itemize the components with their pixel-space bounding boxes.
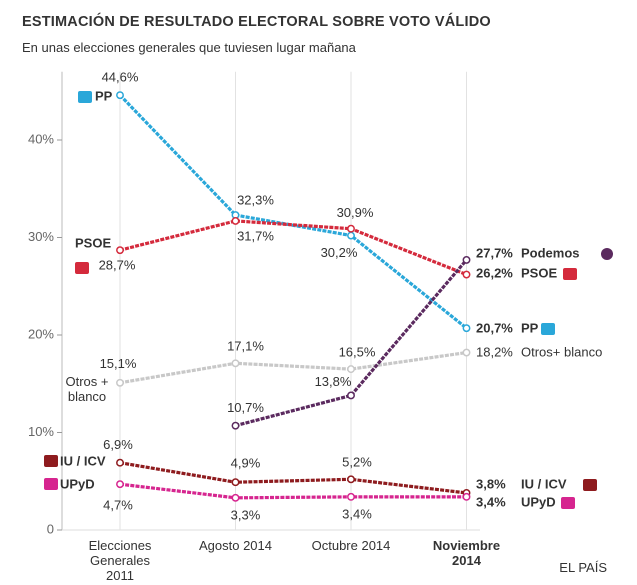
marker xyxy=(231,216,240,225)
x-tick-label: Elecciones Generales 2011 xyxy=(88,538,152,583)
chart-subtitle: En unas elecciones generales que tuviese… xyxy=(22,40,356,55)
series-line xyxy=(119,461,467,495)
logo xyxy=(583,479,597,491)
series-line xyxy=(119,350,467,385)
x-tick-label: Agosto 2014 xyxy=(198,538,272,553)
marker xyxy=(231,493,240,502)
logo xyxy=(75,262,89,274)
value-label: 26,2% xyxy=(476,265,513,280)
logo xyxy=(563,268,577,280)
series-label: PP xyxy=(95,88,113,103)
series-label: IU / ICV xyxy=(60,453,106,468)
value-label: 16,5% xyxy=(339,345,376,360)
value-label: 20,7% xyxy=(476,320,513,335)
value-label: 15,1% xyxy=(100,356,137,371)
marker xyxy=(347,492,355,501)
source: EL PAÍS xyxy=(559,560,607,575)
value-label: 3,4% xyxy=(476,494,506,509)
marker xyxy=(116,458,124,467)
value-label: 10,7% xyxy=(227,400,264,415)
end-label: Podemos xyxy=(521,245,580,260)
x-tick-label: Noviembre 2014 xyxy=(432,538,501,568)
logo xyxy=(561,497,575,509)
marker xyxy=(462,492,471,501)
marker xyxy=(347,391,355,400)
end-label: UPyD xyxy=(521,494,556,509)
marker xyxy=(231,478,240,487)
value-label: 13,8% xyxy=(315,374,352,389)
value-label: 5,2% xyxy=(342,455,372,470)
marker xyxy=(116,246,124,255)
marker xyxy=(462,270,471,279)
marker xyxy=(462,348,471,357)
logo xyxy=(44,455,58,467)
value-label: 4,7% xyxy=(103,498,133,513)
value-label: 6,9% xyxy=(103,437,133,452)
value-label: 31,7% xyxy=(237,228,274,243)
series-line xyxy=(118,94,468,330)
value-label: 3,3% xyxy=(231,507,261,522)
logo xyxy=(601,248,613,260)
logo xyxy=(78,91,92,103)
end-label: IU / ICV xyxy=(521,476,567,491)
series-label: PSOE xyxy=(75,235,111,250)
value-label: 27,7% xyxy=(476,245,513,260)
marker xyxy=(347,365,355,374)
value-label: 30,9% xyxy=(337,205,374,220)
marker xyxy=(116,91,124,100)
logo xyxy=(541,323,555,335)
end-label: PP xyxy=(521,320,539,335)
value-label: 18,2% xyxy=(476,344,513,359)
marker xyxy=(231,421,240,430)
series-line xyxy=(235,258,468,428)
y-tick-label: 40% xyxy=(28,131,54,146)
value-label: 3,4% xyxy=(342,506,372,521)
marker xyxy=(347,224,355,233)
y-tick-label: 20% xyxy=(28,326,54,341)
value-label: 4,9% xyxy=(231,456,261,471)
marker xyxy=(231,359,240,368)
marker xyxy=(116,378,124,387)
series-label: Otros + blanco xyxy=(65,374,109,404)
value-label: 32,3% xyxy=(237,193,274,208)
x-tick-label: Octubre 2014 xyxy=(311,538,391,553)
end-label: PSOE xyxy=(521,265,557,280)
logo xyxy=(44,478,58,490)
marker xyxy=(116,480,124,489)
y-tick-label: 10% xyxy=(28,424,54,439)
marker xyxy=(347,475,355,484)
end-label: Otros+ blanco xyxy=(521,344,602,359)
value-label: 44,6% xyxy=(102,70,139,85)
chart-title: ESTIMACIÓN DE RESULTADO ELECTORAL SOBRE … xyxy=(22,14,491,30)
value-label: 28,7% xyxy=(99,258,136,273)
series-line xyxy=(119,482,467,500)
value-label: 17,1% xyxy=(227,339,264,354)
marker xyxy=(347,231,355,240)
y-tick-label: 0 xyxy=(47,521,54,536)
value-label: 3,8% xyxy=(476,476,506,491)
y-tick-label: 30% xyxy=(28,229,54,244)
marker xyxy=(462,255,471,264)
marker xyxy=(462,324,471,333)
value-label: 30,2% xyxy=(321,245,358,260)
series-line xyxy=(119,219,468,277)
series-label: UPyD xyxy=(60,476,95,491)
